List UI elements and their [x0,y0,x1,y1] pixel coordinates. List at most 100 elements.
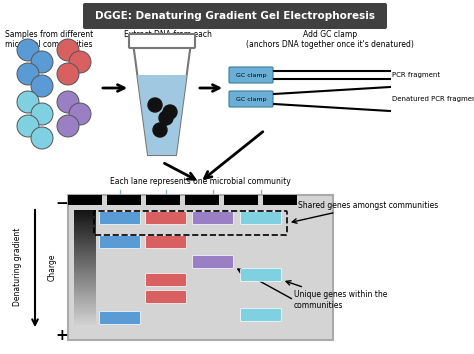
Bar [74,323,96,325]
Bar [74,227,96,229]
Bar [74,219,96,222]
Text: DGGE: Denaturing Gradient Gel Electrophoresis: DGGE: Denaturing Gradient Gel Electropho… [95,11,375,21]
Bar [68,195,333,340]
Bar [74,210,96,212]
Bar [74,245,96,246]
Bar [74,231,96,233]
Circle shape [31,127,53,149]
Bar [74,273,96,275]
Bar [74,235,96,237]
Bar [74,266,96,268]
Bar [146,195,180,205]
Bar [74,256,96,258]
Bar [74,308,96,310]
FancyBboxPatch shape [146,274,186,286]
Text: Samples from different
microbial communities: Samples from different microbial communi… [5,30,93,50]
Polygon shape [132,35,192,155]
Text: Add GC clamp
(anchors DNA together once it's denatured): Add GC clamp (anchors DNA together once … [246,30,414,50]
Bar [74,314,96,315]
Circle shape [159,111,173,125]
Bar [74,285,96,287]
Circle shape [17,39,39,61]
Bar [74,287,96,289]
Bar [74,271,96,273]
Bar [74,246,96,249]
Text: PCR fragment: PCR fragment [392,72,440,78]
Text: Denatured PCR fragment: Denatured PCR fragment [392,96,474,102]
Bar [224,195,258,205]
FancyBboxPatch shape [240,268,282,281]
Bar [74,306,96,308]
Circle shape [57,91,79,113]
Bar [74,242,96,245]
Text: Each lane represents one microbial community: Each lane represents one microbial commu… [109,177,291,186]
Bar [74,310,96,312]
Text: Charge: Charge [47,253,56,281]
Bar [74,237,96,239]
Circle shape [57,63,79,85]
Bar [74,312,96,314]
Circle shape [31,51,53,73]
Bar [74,277,96,279]
Bar [74,300,96,302]
Bar [74,260,96,262]
Bar [74,268,96,269]
Bar [74,315,96,317]
Bar [74,296,96,298]
Circle shape [148,98,162,112]
Bar [74,249,96,250]
Bar [74,222,96,223]
FancyBboxPatch shape [229,91,273,107]
Bar [263,195,297,205]
Bar [74,319,96,321]
FancyBboxPatch shape [192,256,234,268]
Circle shape [17,115,39,137]
Bar [74,269,96,271]
Text: GC clamp: GC clamp [236,73,266,78]
FancyBboxPatch shape [100,211,140,224]
Bar [74,279,96,281]
Circle shape [163,105,177,119]
FancyBboxPatch shape [240,211,282,224]
Circle shape [31,103,53,125]
Text: +: + [55,327,68,343]
Bar [74,239,96,241]
Circle shape [69,103,91,125]
Bar [107,195,141,205]
Bar [74,262,96,264]
Circle shape [57,115,79,137]
Bar [74,291,96,292]
Bar [74,304,96,306]
Bar [74,275,96,277]
Bar [74,212,96,214]
FancyBboxPatch shape [192,211,234,224]
Circle shape [57,39,79,61]
Circle shape [31,75,53,97]
FancyBboxPatch shape [240,308,282,321]
Text: Shared genes amongst communities: Shared genes amongst communities [292,200,438,223]
Bar [74,225,96,227]
Bar [74,223,96,225]
Text: −: − [55,195,68,211]
Polygon shape [137,75,187,155]
Bar [74,214,96,216]
Bar [74,229,96,231]
Bar [74,292,96,294]
FancyBboxPatch shape [83,3,387,29]
FancyBboxPatch shape [100,312,140,325]
Circle shape [17,63,39,85]
Circle shape [153,123,167,137]
Bar [74,283,96,285]
Bar [68,195,102,205]
Bar [74,250,96,252]
Bar [74,289,96,291]
Bar [74,254,96,256]
Bar [74,216,96,218]
Bar [74,298,96,300]
Bar [74,241,96,242]
Bar [74,321,96,323]
Bar [74,218,96,219]
Bar [74,264,96,266]
Text: Denaturing gradient: Denaturing gradient [13,228,22,306]
Text: Extract DNA from each
community: Extract DNA from each community [124,30,212,50]
